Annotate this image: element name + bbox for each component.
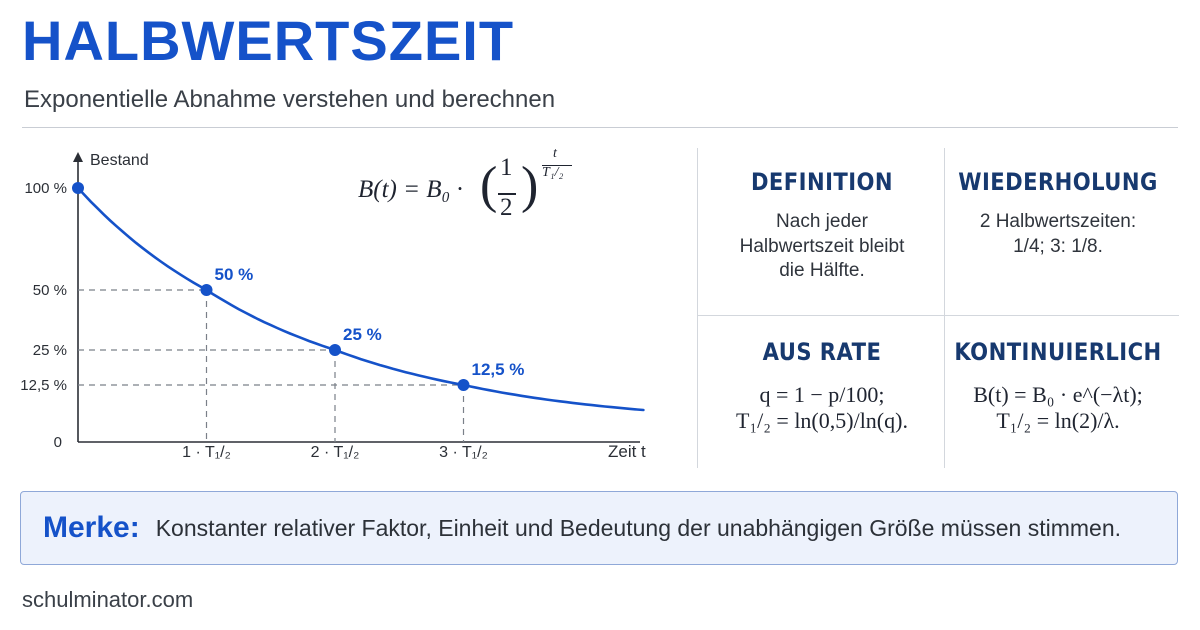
- card-aus-rate-title: AUS RATE: [762, 338, 882, 366]
- y-tick-label: 12,5 %: [20, 377, 67, 394]
- decay-formula: B(t) = B₀ · ( 1 2 ) t T₁/₂: [358, 146, 598, 224]
- data-point-label: 50 %: [215, 265, 254, 284]
- merke-text: Konstanter relativer Faktor, Einheit und…: [155, 514, 1121, 541]
- header-divider: [22, 127, 1178, 128]
- x-axis-label: Zeit t: [608, 442, 646, 461]
- formula-fraction-bar: [498, 193, 516, 195]
- data-point: [200, 284, 213, 296]
- x-tick-label: 3 · T₁/₂: [439, 444, 488, 461]
- y-tick-label: 25 %: [33, 342, 67, 359]
- formula-fraction-denominator: 2: [500, 194, 513, 221]
- y-axis-arrow: [73, 152, 83, 162]
- data-point: [72, 182, 84, 194]
- card-aus-rate-line2: T₁/₂ = ln(0,5)/ln(q).: [736, 408, 908, 433]
- page-title: HALBWERTSZEIT: [22, 9, 515, 72]
- card-definition-title: DEFINITION: [750, 168, 894, 196]
- card-wiederholung-text: 2 Halbwertszeiten: 1/4; 3: 1/8.: [979, 211, 1137, 257]
- y-axis-label: Bestand: [90, 152, 149, 169]
- decay-chart: Bestand Zeit t 0 100 % 50 % 25 % 12,5 % 1 · T₁/…: [20, 152, 646, 461]
- formula-fraction-numerator: 1: [500, 154, 513, 181]
- y-tick-label: 100 %: [24, 180, 67, 197]
- card-aus-rate-line1: q = 1 − p/100;: [759, 382, 885, 407]
- card-kontinuierlich-line1: B(t) = B₀ · e^(−λt);: [973, 382, 1143, 407]
- info-grid-divider-left: [697, 148, 698, 468]
- formula-right-paren: ): [521, 157, 539, 214]
- footer-site: schulminator.com: [22, 587, 194, 612]
- origin-label: 0: [54, 434, 62, 451]
- merke-box: Merke: Konstanter relativer Faktor, Einh…: [20, 491, 1178, 565]
- y-tick-label: 50 %: [33, 282, 67, 299]
- info-grid-divider-middle: [944, 148, 945, 468]
- x-tick-label: 1 · T₁/₂: [182, 444, 231, 461]
- formula-lhs: B(t) = B₀ ·: [358, 176, 463, 203]
- card-wiederholung: WIEDERHOLUNG 2 Halbwertszeiten: 1/4; 3: …: [935, 168, 1181, 259]
- formula-left-paren: (: [480, 157, 498, 214]
- page-subtitle: Exponentielle Abnahme verstehen und bere…: [24, 86, 556, 113]
- data-point-label: 12,5 %: [472, 360, 525, 379]
- formula-exponent-bar: [542, 165, 572, 166]
- data-point: [329, 344, 341, 356]
- formula-exponent-numerator: t: [553, 146, 557, 161]
- decay-curve-line: [76, 186, 645, 412]
- card-definition-text: Nach jeder Halbwertszeit bleibt die Hälf…: [739, 211, 905, 282]
- card-definition: DEFINITION Nach jeder Halbwertszeit blei…: [699, 168, 945, 284]
- card-kontinuierlich-line2: T₁/₂ = ln(2)/λ.: [996, 408, 1120, 433]
- card-kontinuierlich: KONTINUIERLICH B(t) = B₀ · e^(−λt); T₁/₂…: [935, 338, 1181, 434]
- data-point-label: 25 %: [343, 325, 382, 344]
- card-kontinuierlich-title: KONTINUIERLICH: [954, 338, 1162, 366]
- card-wiederholung-title: WIEDERHOLUNG: [958, 168, 1158, 196]
- data-point: [457, 379, 470, 391]
- info-grid-divider-horizontal: [697, 315, 1179, 316]
- card-aus-rate: AUS RATE q = 1 − p/100; T₁/₂ = ln(0,5)/l…: [699, 338, 945, 434]
- merke-label: Merke:: [43, 511, 140, 544]
- x-tick-label: 2 · T₁/₂: [311, 444, 360, 461]
- formula-exponent-denominator: T₁/₂: [542, 165, 564, 180]
